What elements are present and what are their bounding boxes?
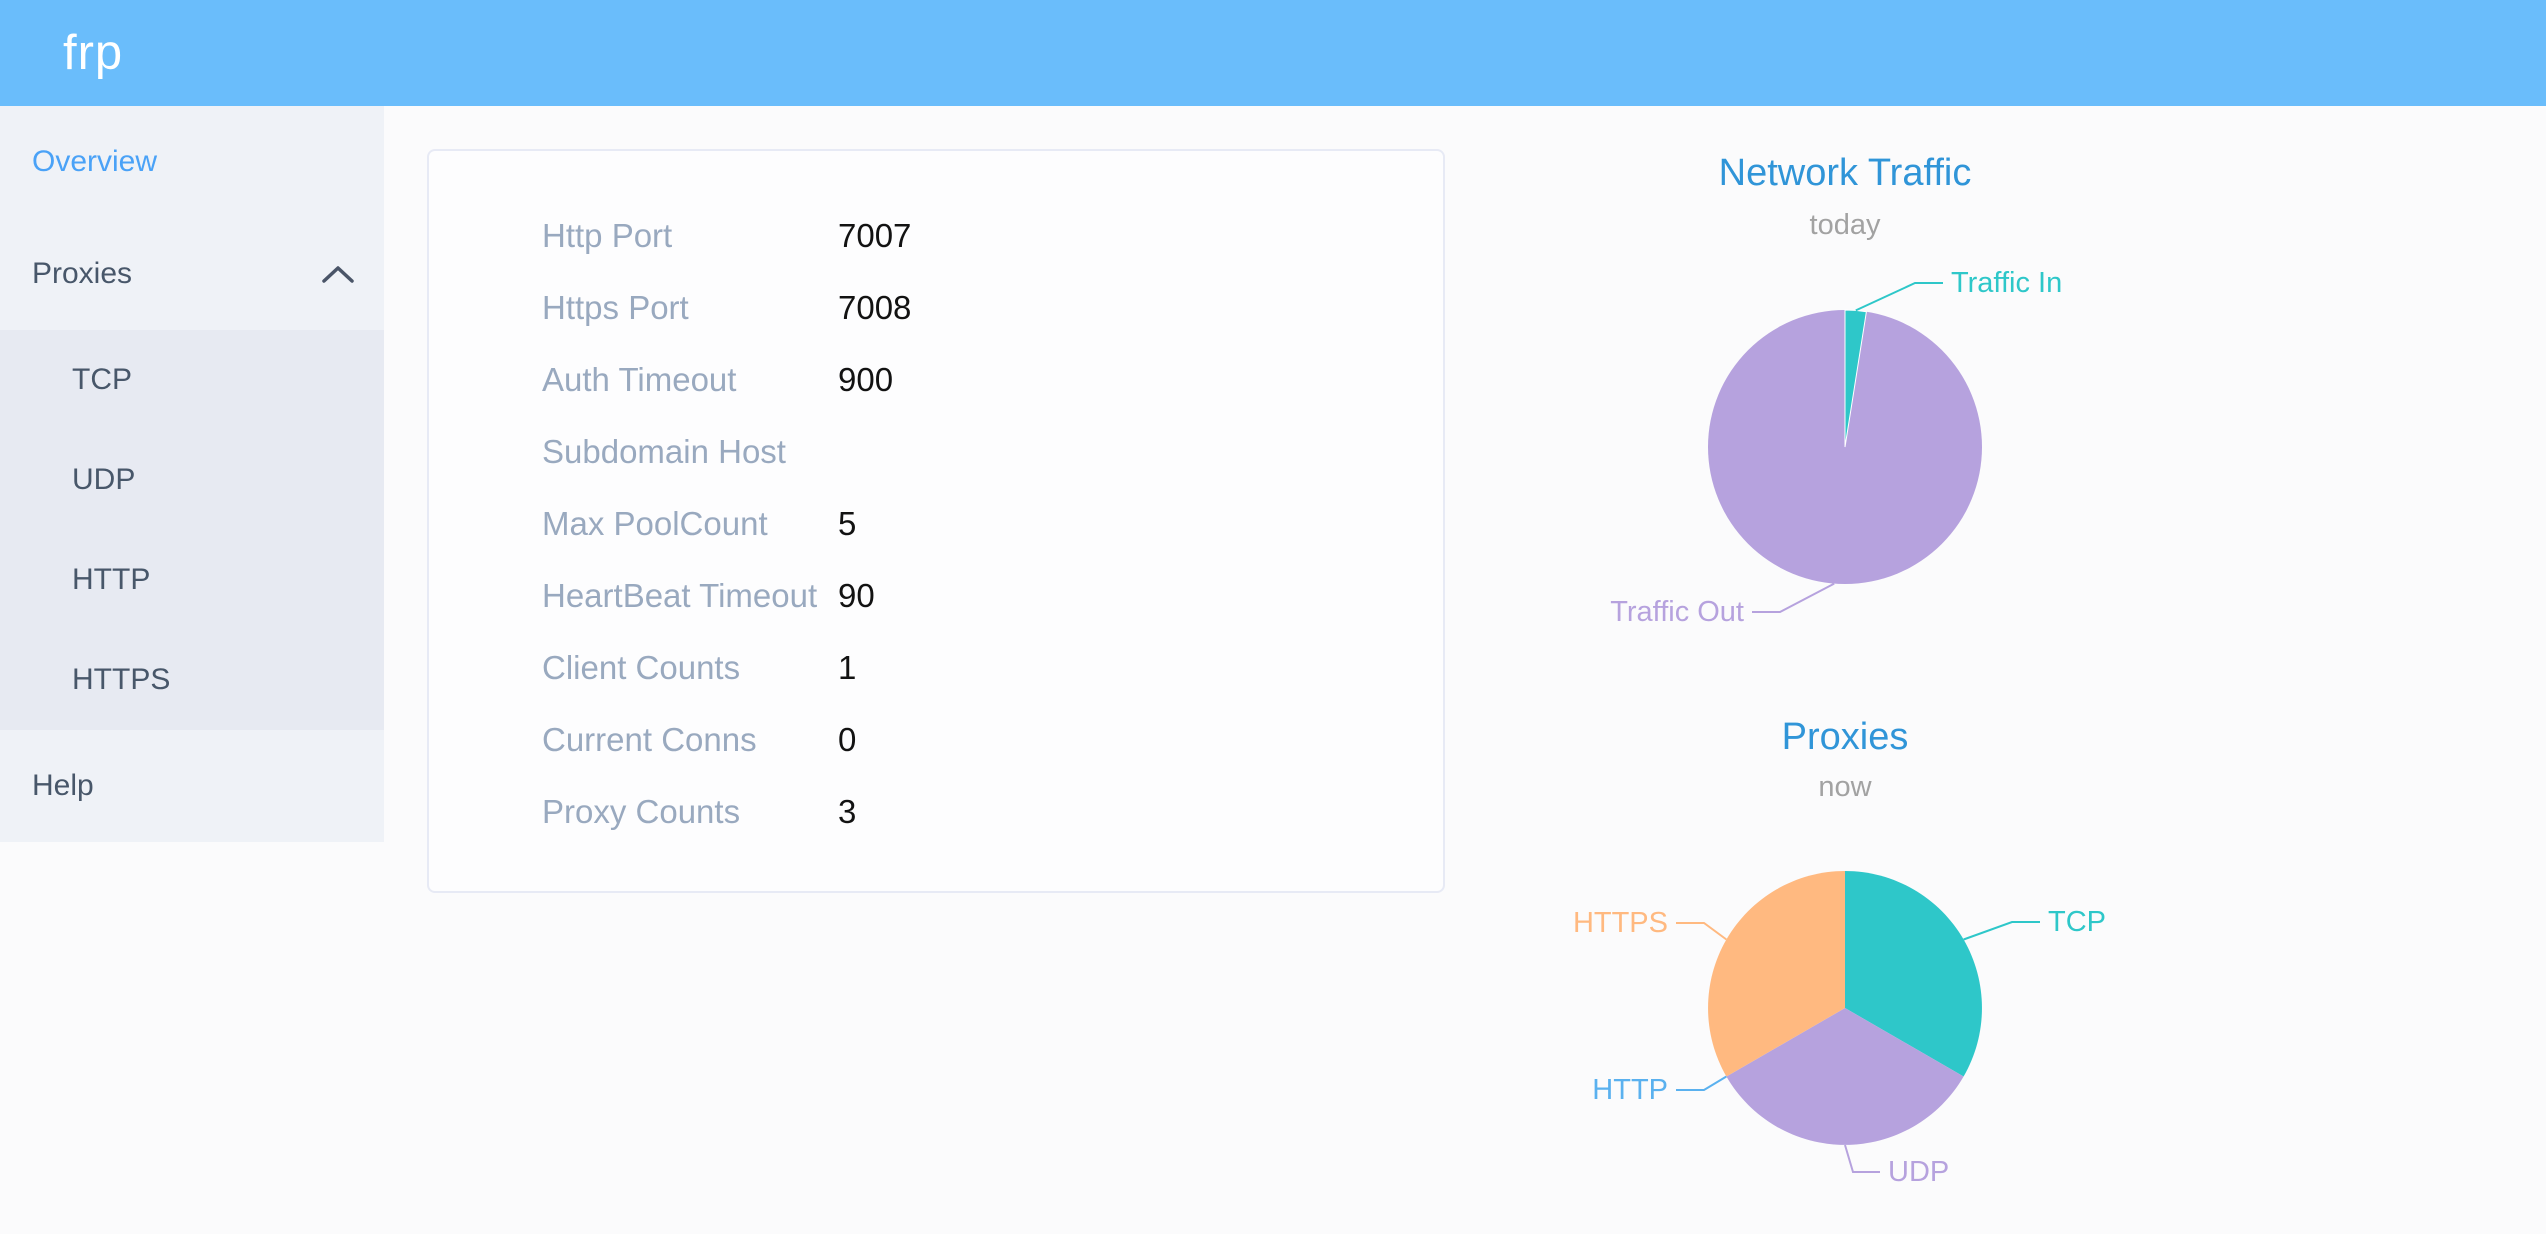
pie-slice-traffic-in (1844, 309, 1867, 448)
config-row-proxy-counts: Proxy Counts 3 (429, 776, 1443, 848)
leader-line-traffic-out (1752, 582, 1835, 613)
config-value: 90 (838, 577, 875, 614)
config-value: 7008 (838, 289, 912, 326)
leader-line-http (1676, 1075, 1727, 1091)
sidebar-item-help[interactable]: Help (0, 730, 384, 842)
config-label: Current Conns (542, 721, 757, 758)
network-traffic-pie: Traffic In Traffic Out (1610, 267, 2062, 628)
pie-label-traffic-in: Traffic In (1951, 267, 2062, 299)
leader-line-https (1676, 922, 1727, 941)
proxies-chart-title: Proxies (1781, 716, 1909, 758)
config-row-http-port: Http Port 7007 (429, 200, 1443, 272)
config-row-https-port: Https Port 7008 (429, 272, 1443, 344)
config-label: Http Port (542, 217, 673, 254)
config-row-max-poolcount: Max PoolCount 5 (429, 488, 1443, 560)
config-row-auth-timeout: Auth Timeout 900 (429, 344, 1443, 416)
chevron-up-icon (322, 266, 354, 283)
config-value: 3 (838, 793, 857, 830)
config-value: 900 (838, 361, 894, 398)
sidebar-item-udp-label: UDP (72, 463, 136, 496)
pie-label-traffic-out: Traffic Out (1610, 596, 1744, 628)
config-row-current-conns: Current Conns 0 (429, 704, 1443, 776)
config-value: 1 (838, 649, 857, 686)
sidebar-item-https-label: HTTPS (72, 663, 171, 696)
pie-label-https: HTTPS (1573, 907, 1668, 939)
config-label: Auth Timeout (542, 361, 737, 398)
config-label: Max PoolCount (542, 505, 768, 542)
sidebar-item-tcp[interactable]: TCP (0, 330, 384, 430)
config-label: Https Port (542, 289, 689, 326)
pie-label-udp: UDP (1888, 1156, 1949, 1188)
config-label: Subdomain Host (542, 433, 786, 470)
pie-slice-tcp (1845, 871, 1982, 1077)
config-row-subdomain-host: Subdomain Host (429, 416, 1443, 488)
proxies-submenu: TCP UDP HTTP HTTPS (0, 330, 384, 730)
sidebar-item-overview[interactable]: Overview (0, 106, 384, 218)
pie-label-http: HTTP (1592, 1074, 1668, 1106)
pie-slice-udp (1726, 1008, 1964, 1145)
app-logo: frp (63, 26, 124, 80)
sidebar-item-https[interactable]: HTTPS (0, 630, 384, 730)
config-label: Client Counts (542, 649, 741, 686)
sidebar-item-help-label: Help (32, 769, 94, 802)
pie-charts-canvas: Traffic In Traffic Out TCP UDP HTTP HTTP… (1573, 267, 2106, 1188)
leader-line-traffic-in (1855, 282, 1943, 312)
config-value: 0 (838, 721, 857, 758)
sidebar-item-tcp-label: TCP (72, 363, 132, 396)
sidebar-item-overview-label: Overview (32, 145, 158, 178)
config-row-heartbeat-timeout: HeartBeat Timeout 90 (429, 560, 1443, 632)
config-row-client-counts: Client Counts 1 (429, 632, 1443, 704)
sidebar-item-proxies[interactable]: Proxies (0, 218, 384, 330)
network-traffic-chart-title: Network Traffic (1718, 152, 1972, 194)
leader-line-tcp (1963, 921, 2040, 941)
pie-slice-https (1708, 871, 1845, 1077)
config-label: Proxy Counts (542, 793, 741, 830)
config-value: 5 (838, 505, 857, 542)
sidebar-nav: Overview Proxies TCP UDP HTTP HTTPS Help (0, 106, 384, 842)
config-value: 7007 (838, 217, 912, 254)
sidebar-item-http-label: HTTP (72, 563, 151, 596)
config-label: HeartBeat Timeout (542, 577, 818, 614)
leader-line-udp (1844, 1144, 1880, 1173)
network-traffic-chart-subtitle: today (1809, 209, 1881, 241)
server-config-card: Http Port 7007 Https Port 7008 Auth Time… (427, 149, 1445, 893)
pie-label-tcp: TCP (2048, 906, 2106, 938)
sidebar-item-http[interactable]: HTTP (0, 530, 384, 630)
proxies-pie: TCP UDP HTTP HTTPS (1573, 871, 2106, 1188)
app-header: frp (0, 0, 2546, 106)
sidebar-item-udp[interactable]: UDP (0, 430, 384, 530)
proxies-chart-subtitle: now (1818, 771, 1872, 803)
sidebar-item-proxies-label: Proxies (32, 257, 133, 290)
